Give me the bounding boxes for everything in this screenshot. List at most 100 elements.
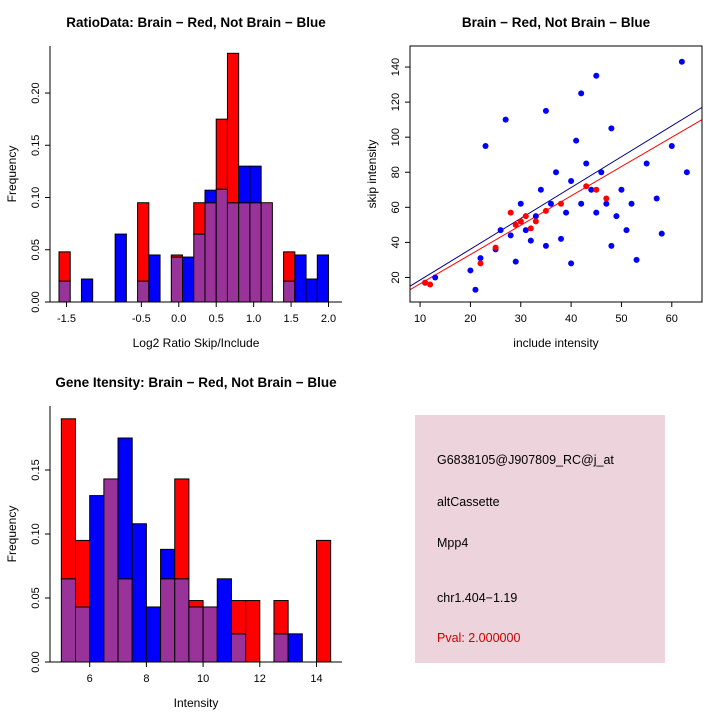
y-axis-label: Frequency	[5, 506, 19, 563]
brain-bar-segment	[58, 251, 71, 282]
overlap-bar-segment	[137, 280, 150, 303]
chromosome-location: chr1.404−1.19	[437, 591, 518, 605]
not-brain-bar-segment	[80, 278, 94, 303]
overlap-bar-segment	[193, 233, 206, 303]
x-tick-label: 0.5	[209, 313, 224, 325]
x-tick-label: 10	[197, 673, 209, 685]
gene-name: Mpp4	[437, 536, 469, 550]
overlap-bar-segment	[260, 202, 273, 303]
x-tick-label: 10	[414, 313, 426, 325]
gene-info-quadrant: G6838105@J907809_RC@j_at altCassette Mpp…	[360, 360, 720, 720]
x-tick-label: -0.5	[132, 313, 151, 325]
overlap-bar-segment	[283, 280, 296, 303]
x-axis-label: Intensity	[174, 696, 219, 710]
x-tick-label: 20	[464, 313, 476, 325]
plot-box	[409, 45, 703, 303]
y-axis: 0.00 0.05 0.10 0.15	[30, 406, 51, 673]
overlap-bar-segment	[60, 578, 77, 663]
overlap-bar-segment	[58, 280, 71, 303]
brain-bar-segment	[273, 600, 289, 635]
histogram-bars	[60, 418, 332, 663]
y-tick-label: 20	[390, 271, 402, 283]
x-tick-label: 40	[565, 313, 577, 325]
not-brain-bar-segment	[131, 523, 147, 663]
overlap-bar-segment	[204, 202, 217, 303]
not-brain-bar-segment	[316, 254, 330, 303]
chart-title: Gene Itensity: Brain − Red, Not Brain − …	[55, 375, 337, 390]
not-brain-bar-segment	[114, 233, 127, 303]
y-tick-label: 0.15	[30, 135, 42, 156]
not-brain-bar-segment	[160, 548, 176, 580]
overlap-bar-segment	[215, 188, 228, 303]
not-brain-bar-segment	[117, 437, 133, 580]
brain-bar-segment	[174, 478, 190, 580]
x-axis-label: include intensity	[513, 336, 598, 350]
not-brain-bar-segment	[216, 578, 232, 663]
x-tick-label: 1.0	[246, 313, 261, 325]
brain-bar-segment	[245, 600, 261, 663]
brain-bar-segment	[137, 202, 150, 282]
not-brain-bar-segment	[238, 165, 251, 204]
not-brain-bar-segment	[305, 278, 318, 303]
chart-title: Brain − Red, Not Brain − Blue	[462, 15, 651, 30]
not-brain-bar-segment	[204, 189, 217, 204]
brain-fit-line	[409, 119, 703, 291]
y-axis-label: Frequency	[5, 146, 19, 203]
brain-bar-segment	[226, 52, 240, 204]
not-brain-fit-line	[409, 106, 703, 287]
y-tick-label: 0.20	[30, 82, 42, 103]
overlap-bar-segment	[249, 202, 262, 303]
x-tick-label: 0.0	[171, 313, 186, 325]
brain-bar-segment	[193, 202, 206, 235]
y-tick-label: 80	[390, 166, 402, 178]
x-tick-label: 8	[143, 673, 149, 685]
y-tick-label: 0.10	[30, 187, 42, 208]
not-brain-bar-segment	[249, 165, 262, 204]
brain-bar-segment	[315, 539, 332, 663]
overlap-bar-segment	[202, 606, 218, 663]
brain-bar-segment	[215, 118, 228, 190]
overlap-bar-segment	[226, 202, 240, 303]
y-tick-label: 0.00	[30, 291, 42, 312]
y-tick-label: 0.05	[30, 587, 42, 608]
overlap-bar-segment	[103, 478, 119, 663]
overlap-bar-segment	[174, 578, 190, 663]
x-tick-label: 30	[515, 313, 527, 325]
gene-info-panel: G6838105@J907809_RC@j_at altCassette Mpp…	[415, 415, 665, 663]
x-tick-label: 12	[254, 673, 266, 685]
overlap-bar-segment	[230, 633, 247, 663]
brain-bar-segment	[283, 251, 296, 282]
overlap-bar-segment	[238, 202, 251, 303]
x-tick-label: 50	[615, 313, 627, 325]
x-axis: 10 20 30 40 50 60	[414, 302, 678, 325]
y-tick-label: 60	[390, 201, 402, 213]
x-tick-label: 14	[310, 673, 322, 685]
x-tick-label: 1.5	[283, 313, 298, 325]
gene-intensity-histogram-chart: Gene Itensity: Brain − Red, Not Brain − …	[5, 375, 342, 710]
x-tick-label: -1.5	[57, 313, 76, 325]
not-brain-bar-segment	[148, 254, 161, 303]
overlap-bar-segment	[170, 256, 184, 303]
not-brain-bar-segment	[294, 254, 307, 303]
gene-intensity-histogram-quadrant: Gene Itensity: Brain − Red, Not Brain − …	[0, 360, 360, 720]
not-brain-bar-segment	[287, 633, 303, 663]
y-tick-label: 40	[390, 236, 402, 248]
y-tick-label: 0.00	[30, 651, 42, 672]
y-tick-label: 120	[390, 93, 402, 111]
not-brain-points	[422, 58, 690, 293]
brain-bar-segment	[170, 254, 184, 258]
brain-bar-segment	[230, 600, 247, 635]
y-tick-label: 0.05	[30, 239, 42, 260]
not-brain-bar-segment	[182, 256, 195, 303]
not-brain-bar-segment	[145, 606, 162, 663]
y-tick-label: 0.15	[30, 459, 42, 480]
y-tick-label: 140	[390, 58, 402, 76]
y-tick-label: 100	[390, 128, 402, 146]
ratio-histogram-quadrant: RatioData: Brain − Red, Not Brain − Blue…	[0, 0, 360, 360]
overlap-bar-segment	[273, 633, 289, 663]
x-tick-label: 6	[87, 673, 93, 685]
histogram-bars	[58, 52, 330, 303]
y-axis-label: skip intensity	[365, 140, 379, 209]
x-tick-label: 2.0	[321, 313, 336, 325]
overlap-bar-segment	[160, 578, 176, 663]
